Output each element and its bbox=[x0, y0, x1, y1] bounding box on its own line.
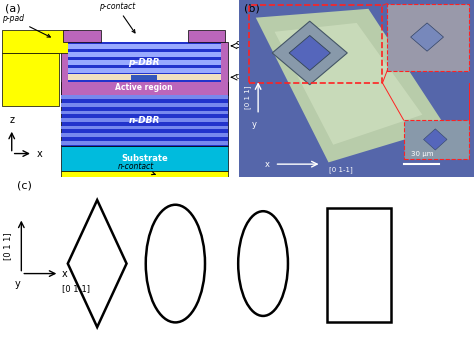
Bar bbox=[68, 76, 220, 80]
Bar bbox=[68, 44, 220, 49]
Text: n-DBR: n-DBR bbox=[128, 115, 160, 125]
Text: 30 μm: 30 μm bbox=[411, 151, 434, 157]
Text: x: x bbox=[62, 269, 67, 279]
Bar bbox=[61, 94, 228, 146]
Bar bbox=[403, 120, 469, 159]
Text: y: y bbox=[252, 120, 257, 129]
Bar bbox=[68, 68, 220, 72]
Bar bbox=[64, 30, 101, 42]
Text: [0 1 1]: [0 1 1] bbox=[244, 85, 251, 109]
Text: p-pad: p-pad bbox=[2, 14, 50, 37]
Polygon shape bbox=[256, 9, 446, 162]
Text: p-DBR: p-DBR bbox=[128, 58, 160, 67]
Bar bbox=[327, 208, 391, 322]
Bar bbox=[61, 126, 228, 130]
Bar bbox=[387, 4, 469, 71]
Text: (a): (a) bbox=[5, 4, 20, 13]
Text: x: x bbox=[36, 149, 42, 158]
Text: Substrate: Substrate bbox=[121, 154, 168, 163]
Bar bbox=[68, 42, 220, 82]
Bar bbox=[249, 5, 383, 83]
Text: (c): (c) bbox=[17, 181, 31, 191]
Bar bbox=[61, 95, 228, 99]
Text: [0 1 1]: [0 1 1] bbox=[4, 232, 12, 260]
Bar bbox=[188, 30, 225, 42]
Polygon shape bbox=[289, 35, 330, 70]
Text: Active region: Active region bbox=[116, 83, 173, 92]
Bar bbox=[2, 30, 68, 53]
Bar bbox=[61, 141, 228, 145]
Bar bbox=[61, 103, 228, 107]
Text: z: z bbox=[9, 115, 14, 125]
Bar bbox=[68, 74, 220, 80]
Bar bbox=[61, 133, 228, 137]
Polygon shape bbox=[272, 21, 347, 85]
Bar bbox=[61, 146, 228, 171]
Bar bbox=[61, 110, 228, 114]
Bar bbox=[131, 75, 157, 80]
Text: n-contact: n-contact bbox=[118, 162, 155, 175]
Text: p-contact: p-contact bbox=[99, 2, 135, 33]
Bar bbox=[2, 53, 59, 106]
Bar bbox=[61, 82, 228, 94]
Text: (b): (b) bbox=[244, 4, 260, 13]
Bar bbox=[61, 42, 228, 95]
Polygon shape bbox=[274, 23, 422, 145]
Bar bbox=[61, 118, 228, 122]
Text: SiO₂: SiO₂ bbox=[236, 41, 252, 50]
Polygon shape bbox=[410, 23, 444, 51]
Text: [0 1-1]: [0 1-1] bbox=[328, 166, 352, 173]
Bar bbox=[68, 60, 220, 65]
Bar bbox=[68, 52, 220, 56]
Bar bbox=[61, 171, 228, 178]
Text: x: x bbox=[265, 160, 270, 169]
Text: y: y bbox=[15, 280, 20, 289]
Polygon shape bbox=[424, 129, 447, 150]
Text: Oxide layer: Oxide layer bbox=[236, 74, 276, 80]
Text: [0 1-1]: [0 1-1] bbox=[62, 284, 90, 293]
